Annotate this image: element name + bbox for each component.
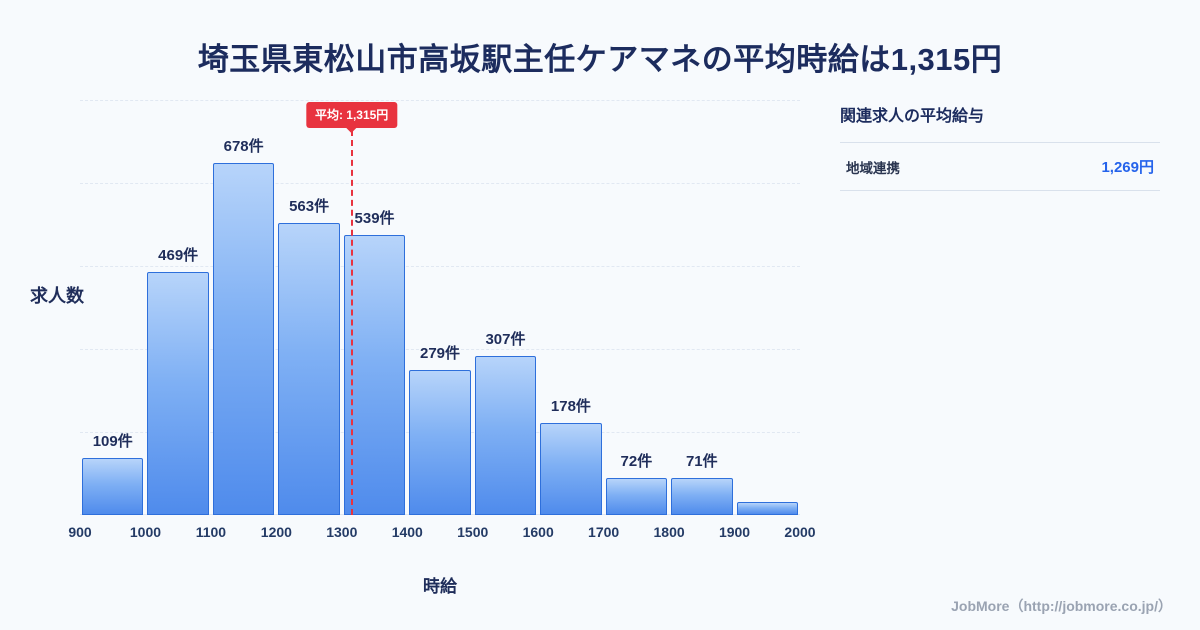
gridline xyxy=(80,100,800,101)
related-job-label: 地域連携 xyxy=(846,160,900,176)
gridline xyxy=(80,183,800,184)
histogram-bar xyxy=(278,222,340,515)
bar-value-label: 71件 xyxy=(685,453,718,471)
bar-value-label: 178件 xyxy=(550,397,591,415)
x-tick-label: 1900 xyxy=(718,524,751,540)
bar-value-label: 678件 xyxy=(223,138,264,156)
x-tick-label: 1600 xyxy=(522,524,554,540)
histogram-bar xyxy=(343,235,406,515)
bar-value-label: 563件 xyxy=(289,197,330,215)
x-axis-ticks: 900 1000 1100 1200 1300 1400 1500 1600 1700 1800 1… xyxy=(68,524,815,544)
x-tick-label: 1200 xyxy=(260,524,292,540)
list-item: 地域連携 1,269円 xyxy=(840,142,1160,191)
gridline xyxy=(80,266,800,267)
histogram-bar xyxy=(82,458,144,515)
bar-value-label: 279件 xyxy=(419,345,461,363)
related-salary-panel: 関連求人の平均給与 地域連携 1,269円 xyxy=(840,102,1160,191)
histogram-bar xyxy=(605,477,668,515)
x-axis-label: 時給 xyxy=(423,577,457,596)
histogram-bar xyxy=(540,422,602,515)
histogram-bar xyxy=(671,478,733,515)
x-tick-label: 1700 xyxy=(588,524,620,540)
x-tick-label: 1300 xyxy=(326,524,358,540)
histogram-bar xyxy=(147,271,209,515)
histogram-bar xyxy=(474,355,537,515)
side-panel-heading: 関連求人の平均給与 xyxy=(840,108,985,125)
gridline xyxy=(80,349,800,350)
average-line xyxy=(350,130,353,515)
bar-value-label: 307件 xyxy=(485,330,526,348)
page-title: 埼玉県東松山市高坂駅主任ケアマネの平均時給は1,315円 xyxy=(197,42,1003,77)
footer-credit: JobMore（http://jobmore.co.jp/） xyxy=(951,598,1172,614)
y-axis-label: 求人数 xyxy=(30,286,84,306)
average-badge: 平均: 1,315円 xyxy=(305,102,398,128)
histogram-bar xyxy=(736,502,798,515)
histogram-plot-area: 平均: 1,315円 109件 469件 678件 563件 539件 279件 307件 1… xyxy=(80,100,800,515)
histogram-bar xyxy=(212,163,275,515)
histogram-bar xyxy=(409,370,471,515)
x-tick-label: 1800 xyxy=(653,524,685,540)
x-tick-label: 1400 xyxy=(391,524,423,540)
bar-value-label: 72件 xyxy=(620,452,653,470)
bar-value-label: 469件 xyxy=(158,246,199,264)
x-tick-label: 1500 xyxy=(457,524,489,540)
x-tick-label: 2000 xyxy=(784,524,816,540)
bar-value-label: 109件 xyxy=(92,433,133,451)
bar-value-label: 539件 xyxy=(354,210,395,228)
related-job-value: 1,269円 xyxy=(1101,159,1154,176)
x-tick-label: 1000 xyxy=(129,524,162,540)
x-tick-label: 900 xyxy=(68,524,92,540)
x-tick-label: 1100 xyxy=(195,524,227,540)
